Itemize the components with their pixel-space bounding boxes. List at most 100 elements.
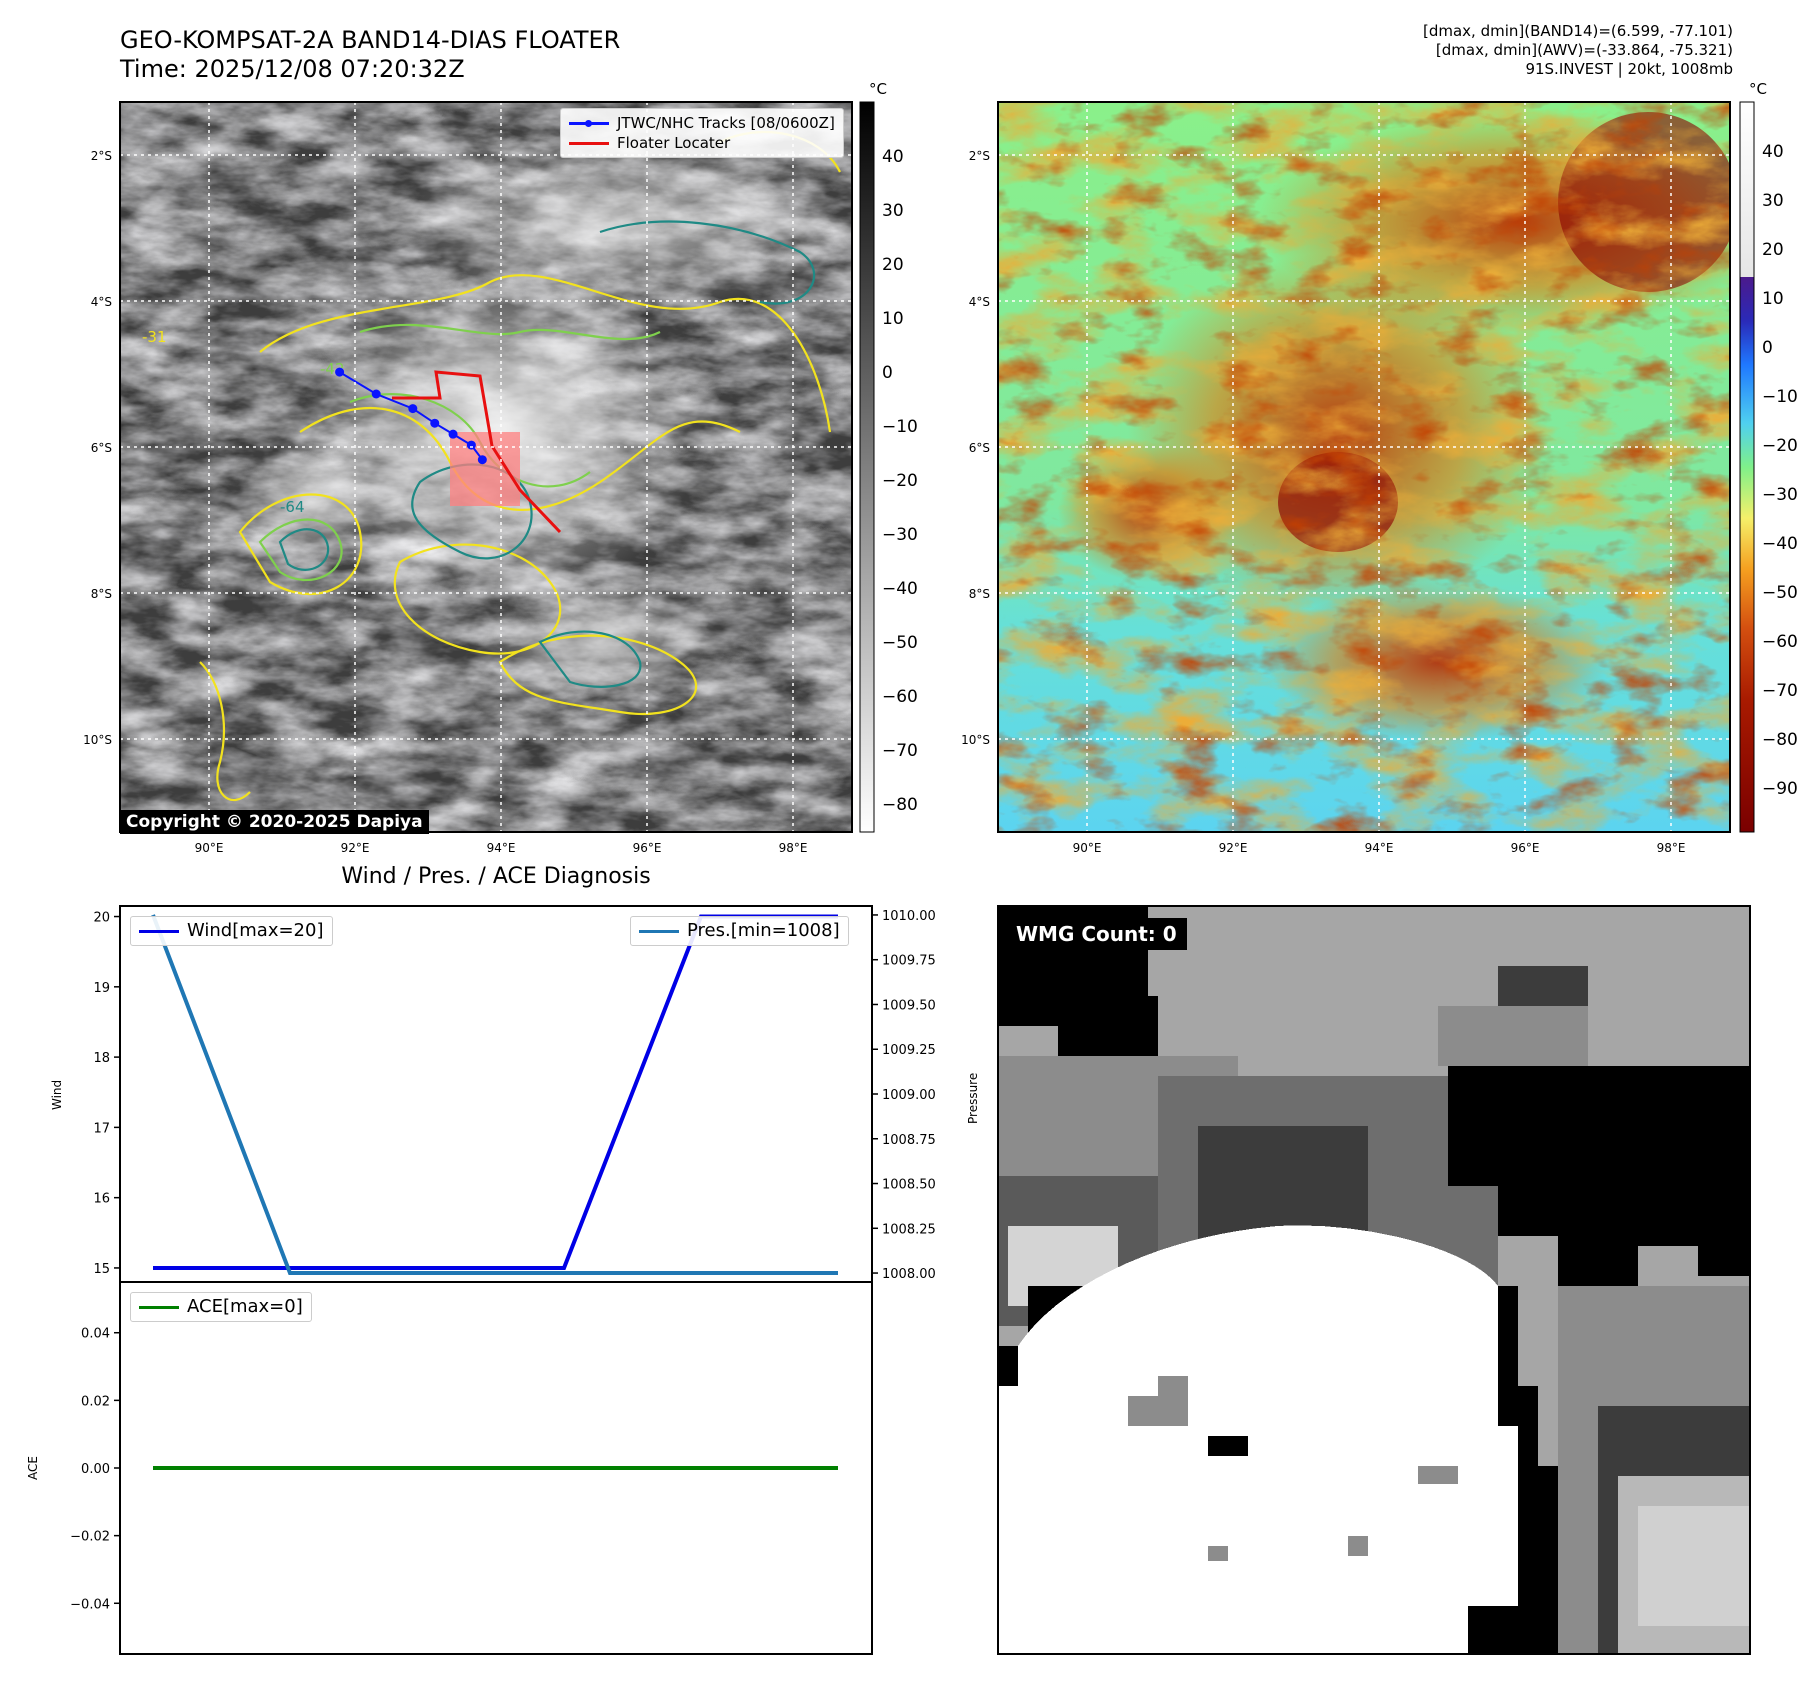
ir-cbar-tick: −70	[882, 741, 918, 761]
ace-axis-label: ACE	[26, 1456, 40, 1480]
awv-lon-tick: 90°E	[1073, 841, 1102, 855]
wind-tick-label: 15	[93, 1262, 110, 1277]
wind-pres-axes-frame	[119, 905, 873, 1283]
awv-cbar-tick: −90	[1762, 779, 1798, 799]
ace-legend-label: ACE[max=0]	[187, 1296, 303, 1317]
ir-image-panel: -31 -42 -64	[120, 102, 852, 832]
title-line-1: GEO-KOMPSAT-2A BAND14-DIAS FLOATER	[120, 26, 621, 54]
ir-colorbar-unit: °C	[869, 80, 887, 98]
pres-legend-label: Pres.[min=1008]	[687, 920, 840, 941]
track-point	[477, 455, 487, 465]
jtwc-track-points	[335, 367, 487, 465]
ace-tick-label: −0.02	[70, 1530, 110, 1545]
pressure-tick-label: 1008.50	[882, 1178, 936, 1193]
ir-cbar-tick: 0	[882, 363, 893, 383]
wind-tick-label: 16	[93, 1192, 110, 1207]
ir-cbar-tick: 30	[882, 201, 904, 221]
ir-lat-tick: 10°S	[83, 733, 112, 747]
awv-cbar-tick: 40	[1762, 142, 1784, 162]
contour-label: -64	[280, 498, 305, 516]
info-line-1: [dmax, dmin](BAND14)=(6.599, -77.101)	[1422, 22, 1733, 40]
awv-cbar-tick: −40	[1762, 534, 1798, 554]
ir-cbar-tick: −50	[882, 633, 918, 653]
ir-lat-tick: 8°S	[91, 587, 112, 601]
awv-lat-tick: 4°S	[969, 295, 990, 309]
wind-tick-label: 20	[93, 911, 110, 926]
ir-lon-tick: 90°E	[195, 841, 224, 855]
wind-tick-label: 18	[93, 1051, 110, 1066]
track-point	[408, 404, 418, 414]
info-line-2: [dmax, dmin](AWV)=(-33.864, -75.321)	[1435, 41, 1733, 59]
ir-lon-tick: 96°E	[633, 841, 662, 855]
pressure-axis-label: Pressure	[966, 1072, 980, 1124]
ir-cbar-tick: −30	[882, 525, 918, 545]
wind-axis-label: Wind	[50, 1079, 64, 1110]
awv-colorbar-unit: °C	[1749, 80, 1767, 98]
wind-legend: Wind[max=20]	[130, 916, 333, 946]
ir-lon-tick: 94°E	[487, 841, 516, 855]
ir-lon-tick: 92°E	[341, 841, 370, 855]
contour-label: -31	[142, 328, 167, 346]
wind-tick-label: 19	[93, 981, 110, 996]
ir-cbar-tick: −10	[882, 417, 918, 437]
awv-colorbar	[1739, 101, 1755, 833]
track-point	[371, 389, 381, 399]
pressure-series-line	[151, 914, 838, 1276]
ir-legend: JTWC/NHC Tracks [08/0600Z] Floater Locat…	[560, 108, 844, 158]
track-point	[430, 418, 440, 428]
ir-cbar-tick: −80	[882, 795, 918, 815]
pressure-tick-label: 1008.25	[882, 1222, 936, 1237]
awv-cbar-tick: −80	[1762, 730, 1798, 750]
pressure-tick-label: 1008.00	[882, 1267, 936, 1282]
awv-lon-tick: 92°E	[1219, 841, 1248, 855]
awv-cbar-tick: 20	[1762, 240, 1784, 260]
awv-cbar-tick: −60	[1762, 632, 1798, 652]
track-point	[466, 440, 476, 450]
ir-cbar-tick: −40	[882, 579, 918, 599]
ir-colorbar	[859, 101, 875, 833]
awv-cbar-tick: −20	[1762, 436, 1798, 456]
awv-lon-tick: 96°E	[1511, 841, 1540, 855]
pressure-tick-label: 1009.00	[882, 1088, 936, 1103]
awv-lat-tick: 6°S	[969, 441, 990, 455]
track-point	[335, 367, 345, 377]
ace-tick-label: −0.04	[70, 1597, 110, 1612]
wmg-image	[998, 906, 1750, 1654]
pressure-tick-label: 1009.25	[882, 1043, 936, 1058]
wind-tick-label: 17	[93, 1121, 110, 1136]
awv-lat-tick: 2°S	[969, 149, 990, 163]
awv-cbar-tick: 30	[1762, 191, 1784, 211]
figure-title: GEO-KOMPSAT-2A BAND14-DIAS FLOATER Time:…	[120, 26, 620, 84]
pressure-tick-label: 1010.00	[882, 909, 936, 924]
awv-lon-tick: 94°E	[1365, 841, 1394, 855]
awv-cbar-tick: −70	[1762, 681, 1798, 701]
ace-tick-label: 0.02	[81, 1394, 110, 1409]
pres-legend: Pres.[min=1008]	[630, 916, 849, 946]
pressure-tick-label: 1009.50	[882, 998, 936, 1013]
ir-lat-tick: 6°S	[91, 441, 112, 455]
copyright-label: Copyright © 2020-2025 Dapiya	[120, 810, 429, 834]
ir-lat-tick: 2°S	[91, 149, 112, 163]
ace-tick-label: 0.04	[81, 1327, 110, 1342]
ace-legend: ACE[max=0]	[130, 1292, 312, 1322]
title-line-2: Time: 2025/12/08 07:20:32Z	[120, 55, 465, 83]
ir-cbar-tick: −60	[882, 687, 918, 707]
ir-cbar-tick: −20	[882, 471, 918, 491]
ir-cbar-tick: 20	[882, 255, 904, 275]
floater-locater-line	[392, 370, 562, 534]
track-point	[448, 429, 458, 439]
awv-cbar-tick: −30	[1762, 485, 1798, 505]
ir-cbar-tick: 40	[882, 147, 904, 167]
ace-tick-label: 0.00	[81, 1462, 110, 1477]
awv-lat-tick: 10°S	[961, 733, 990, 747]
awv-lon-tick: 98°E	[1657, 841, 1686, 855]
awv-cbar-tick: 0	[1762, 338, 1773, 358]
awv-cbar-tick: −50	[1762, 583, 1798, 603]
pressure-tick-label: 1009.75	[882, 954, 936, 969]
awv-image-map	[998, 102, 1730, 832]
awv-cbar-tick: 10	[1762, 289, 1784, 309]
ir-lon-tick: 98°E	[779, 841, 808, 855]
awv-lat-tick: 8°S	[969, 587, 990, 601]
